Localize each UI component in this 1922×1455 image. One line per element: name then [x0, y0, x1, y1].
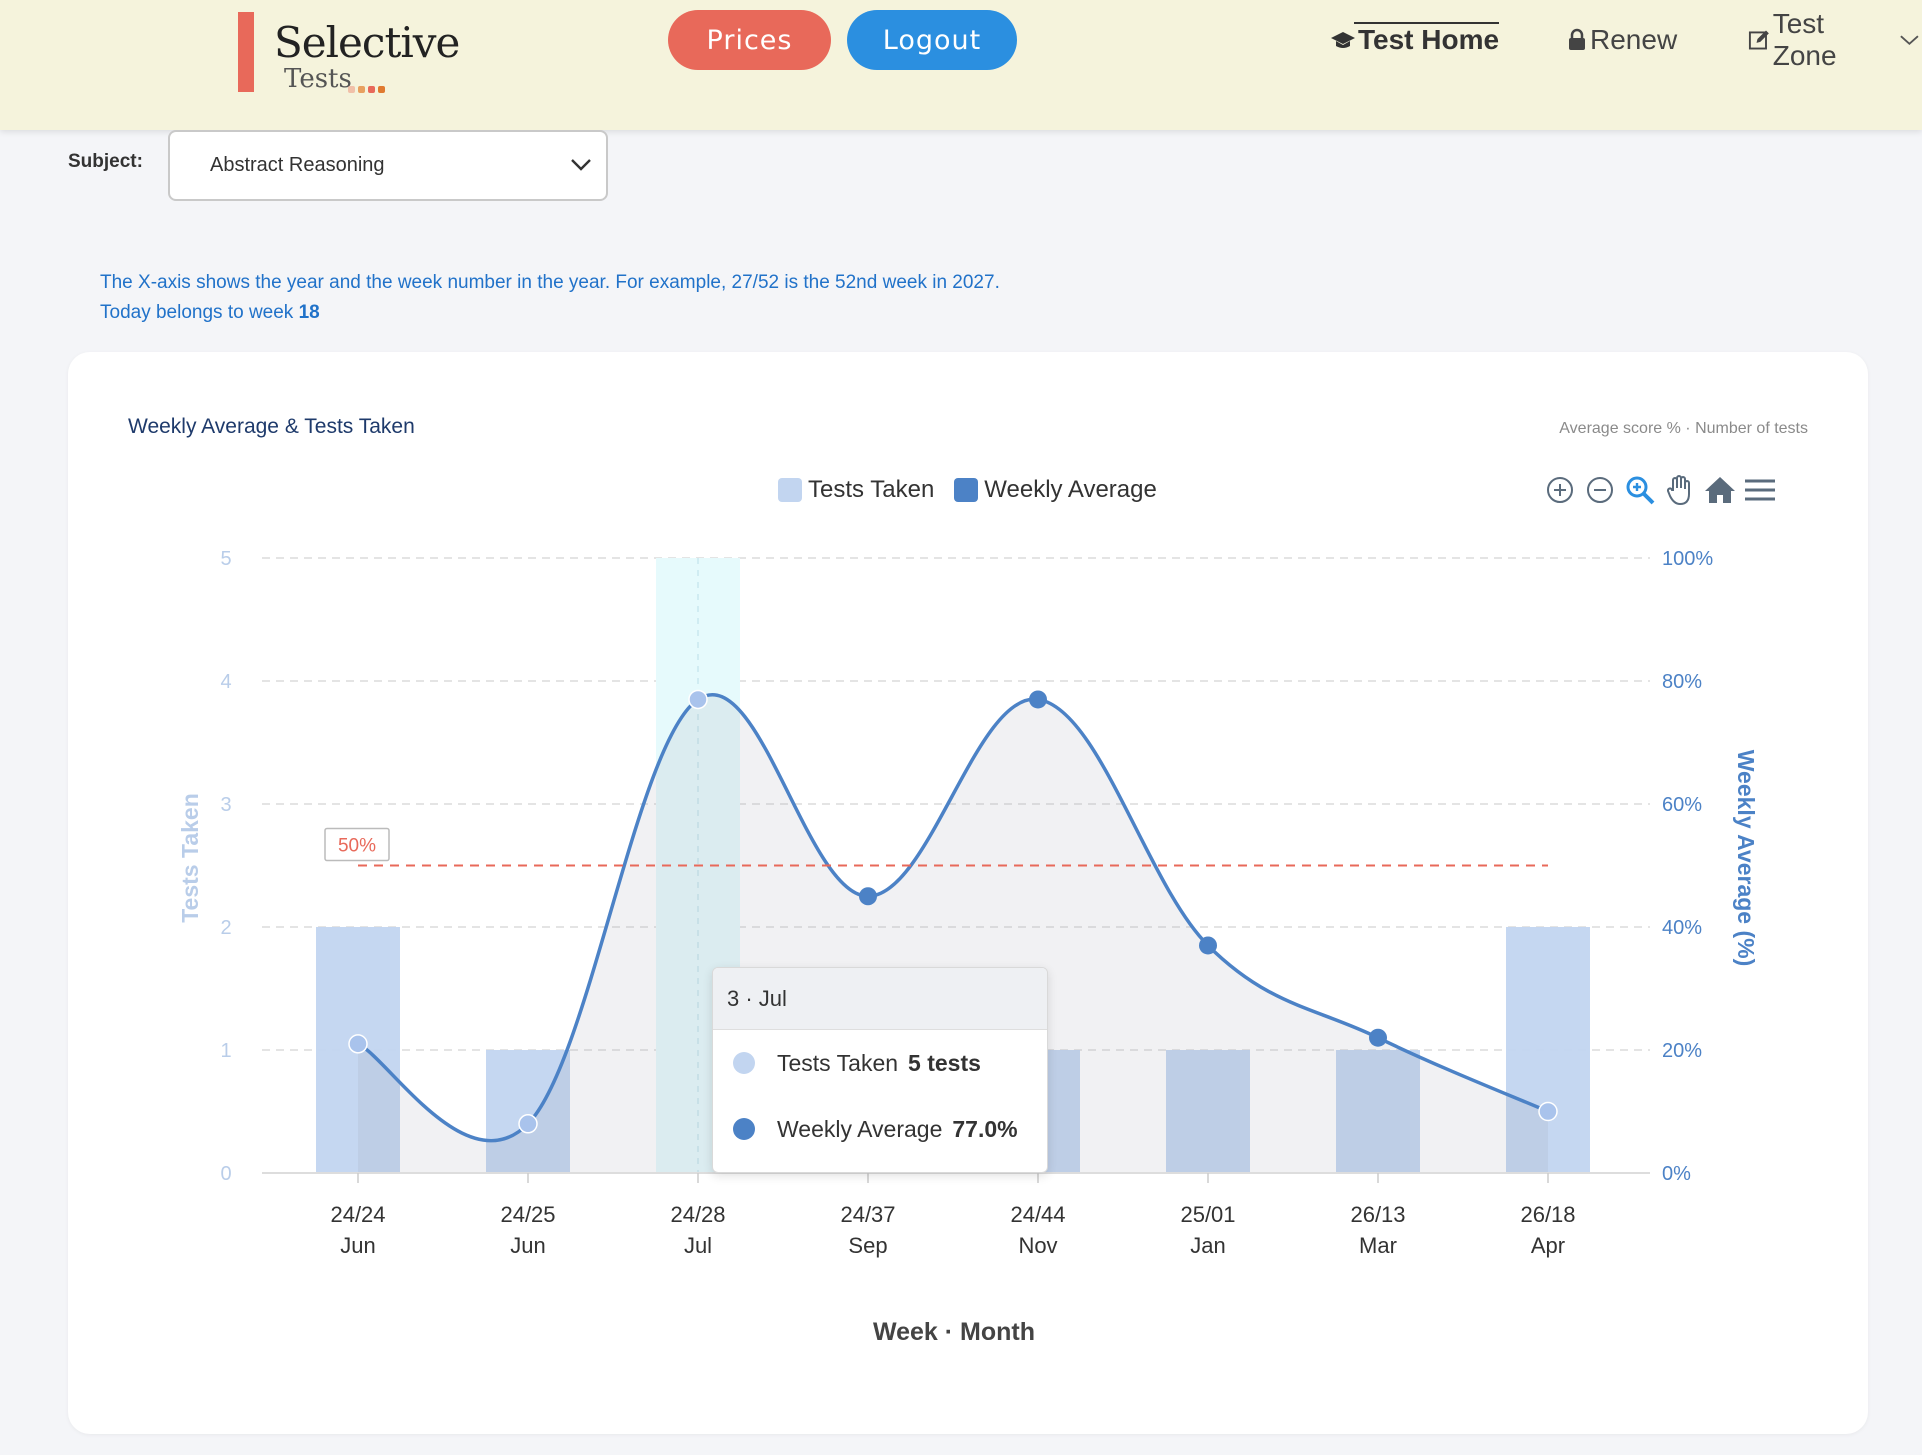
tooltip-header: 3 · Jul	[713, 968, 1047, 1030]
nav-active-underline	[1354, 22, 1500, 24]
nav-test-home[interactable]: Test Home	[1330, 20, 1500, 60]
tooltip-row-weekly-average: Weekly Average 77.0%	[713, 1096, 1047, 1162]
home-reset-icon	[1705, 477, 1735, 503]
legend-label-tests-taken: Tests Taken	[808, 476, 935, 503]
chart-menu-button[interactable]	[1740, 470, 1780, 510]
zoom-in-button[interactable]	[1540, 470, 1580, 510]
chart-legend: Tests Taken Weekly Average	[778, 476, 1177, 504]
card-title: Weekly Average & Tests Taken	[128, 415, 415, 438]
subject-select[interactable]: Abstract Reasoning	[168, 130, 608, 201]
legend-item-tests-taken[interactable]: Tests Taken	[778, 476, 934, 504]
legend-swatch-tests-taken	[778, 478, 802, 502]
card-subtitle: Average score % · Number of tests	[1559, 420, 1808, 437]
tooltip-name-weekly-average: Weekly Average	[777, 1115, 943, 1142]
tooltip-row-tests-taken: Tests Taken 5 tests	[713, 1030, 1047, 1096]
logo-bar	[238, 12, 254, 92]
site-logo[interactable]: Selective Tests	[238, 10, 460, 94]
pan-hand-icon	[1666, 475, 1690, 506]
legend-item-weekly-average[interactable]: Weekly Average	[954, 476, 1157, 504]
tooltip-dot-weekly-average	[733, 1118, 755, 1140]
info-line-1: The X-axis shows the year and the week n…	[100, 272, 1000, 293]
nav-renew[interactable]: Renew	[1566, 20, 1677, 60]
prices-button[interactable]: Prices	[668, 10, 831, 70]
chart-card	[68, 352, 1868, 1434]
chevron-down-icon	[1900, 35, 1919, 46]
menu-icon	[1745, 479, 1775, 501]
nav-test-home-label: Test Home	[1358, 24, 1500, 55]
subject-select-value: Abstract Reasoning	[210, 154, 385, 176]
chart-toolbar	[1540, 470, 1780, 510]
zoom-in-icon	[1547, 477, 1573, 503]
chevron-down-icon	[571, 159, 591, 171]
info-line-2: Today belongs to week 18	[100, 298, 1000, 328]
tooltip-name-tests-taken: Tests Taken	[777, 1049, 899, 1076]
legend-swatch-weekly-average	[954, 478, 979, 502]
info-line-2-prefix: Today belongs to week	[100, 302, 294, 323]
reset-home-button[interactable]	[1700, 470, 1740, 510]
logo-word: Selective	[274, 18, 460, 67]
zoom-out-button[interactable]	[1580, 470, 1620, 510]
lock-icon	[1569, 28, 1585, 50]
graduation-cap-icon	[1331, 32, 1355, 48]
current-week: 18	[298, 302, 320, 323]
tooltip-value-tests-taken: 5 tests	[908, 1049, 981, 1076]
tooltip-dot-tests-taken	[733, 1052, 755, 1074]
zoom-select-icon	[1626, 476, 1655, 505]
tooltip-value-weekly-average: 77.0%	[952, 1115, 1018, 1142]
subject-label: Subject:	[68, 151, 143, 172]
logo-dots	[348, 80, 408, 93]
zoom-select-button[interactable]	[1620, 470, 1660, 510]
nav-test-zone-label: Test Zone	[1772, 8, 1837, 71]
pan-button[interactable]	[1660, 470, 1700, 510]
logout-button[interactable]: Logout	[847, 10, 1017, 70]
chart-tooltip: 3 · Jul Tests Taken 5 tests Weekly Avera…	[712, 967, 1048, 1173]
zoom-out-icon	[1587, 477, 1613, 503]
top-header: Selective Tests Prices Logout Test Home …	[0, 0, 1922, 130]
legend-label-weekly-average: Weekly Average	[984, 476, 1157, 503]
nav-renew-label: Renew	[1590, 24, 1678, 55]
nav-test-zone[interactable]: Test Zone	[1748, 8, 1922, 71]
edit-icon	[1748, 30, 1769, 50]
logo-sub: Tests	[284, 64, 352, 94]
info-text: The X-axis shows the year and the week n…	[100, 268, 1000, 328]
